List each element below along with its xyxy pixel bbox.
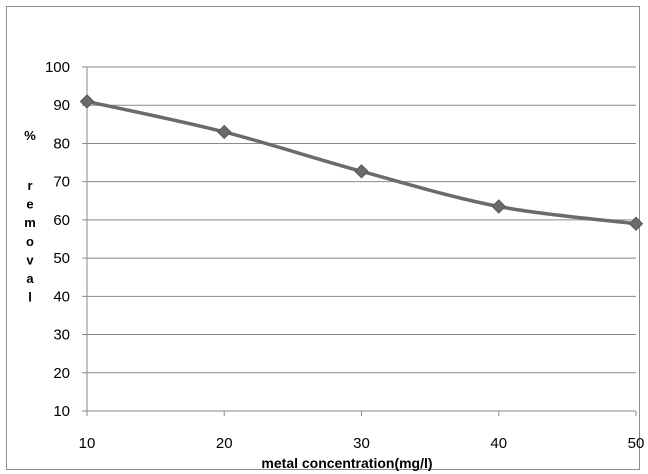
x-tick-label-20: 20 (216, 435, 233, 452)
data-markers (79, 94, 644, 231)
y-tick-label-70: 70 (53, 174, 70, 191)
y-tick-label-40: 40 (53, 288, 70, 305)
data-point-x30 (354, 164, 369, 179)
data-point-x10 (79, 94, 95, 109)
data-point-x50 (628, 216, 644, 231)
x-tick-label-10: 10 (79, 435, 96, 452)
y-axis-label-char: o (26, 234, 34, 249)
gridlines (87, 66, 636, 374)
y-tick-label-80: 80 (53, 135, 70, 152)
y-axis-label-char: m (24, 215, 36, 230)
y-axis-label-char: v (26, 252, 34, 267)
x-tick-label-50: 50 (628, 435, 645, 452)
y-tick-label-20: 20 (53, 365, 70, 382)
y-axis-label-char: a (26, 271, 34, 286)
y-tick-label-50: 50 (53, 250, 70, 267)
y-tick-label-90: 90 (53, 97, 70, 114)
y-tick-label-10: 10 (53, 403, 70, 420)
axes (82, 66, 637, 416)
y-axis-label-char: l (28, 290, 32, 305)
data-point-x20 (217, 124, 232, 140)
chart-frame (6, 6, 640, 470)
y-tick-label-30: 30 (53, 327, 70, 344)
y-tick-labels: 10 20 30 40 50 60 70 80 90 100 (45, 59, 70, 420)
data-point-x40 (491, 199, 506, 214)
y-axis-label-char: r (27, 178, 32, 193)
y-tick-label-60: 60 (53, 212, 70, 229)
x-tick-labels: 10 20 30 40 50 (79, 435, 645, 452)
x-tick-label-30: 30 (353, 435, 370, 452)
y-tick-label-100: 100 (45, 59, 70, 76)
x-tick-label-40: 40 (490, 435, 507, 452)
series-line-0 (86, 99, 637, 226)
y-axis-label-char: e (26, 197, 33, 212)
series-line (86, 99, 637, 226)
x-axis-label: metal concentration(mg/l) (261, 455, 432, 471)
y-axis-label-char: % (24, 128, 36, 143)
